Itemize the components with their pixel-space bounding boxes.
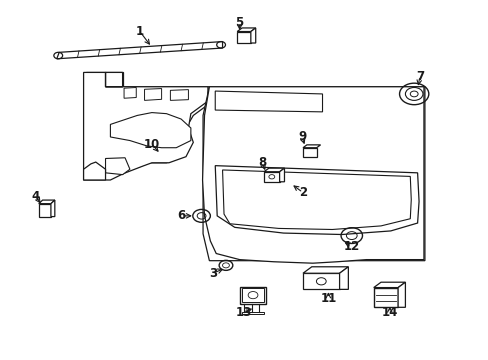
- Text: 1: 1: [135, 25, 143, 38]
- Polygon shape: [144, 89, 161, 100]
- Text: 8: 8: [257, 156, 265, 169]
- Polygon shape: [303, 273, 339, 289]
- Polygon shape: [303, 148, 316, 157]
- Text: 11: 11: [320, 292, 336, 305]
- Polygon shape: [105, 158, 130, 175]
- Polygon shape: [373, 282, 405, 288]
- Polygon shape: [373, 288, 397, 307]
- Polygon shape: [237, 28, 255, 32]
- Text: 6: 6: [177, 210, 185, 222]
- Polygon shape: [203, 87, 424, 261]
- Polygon shape: [39, 204, 51, 217]
- Polygon shape: [279, 168, 284, 182]
- Polygon shape: [237, 32, 250, 43]
- Polygon shape: [303, 267, 347, 273]
- Text: 2: 2: [298, 186, 306, 199]
- Polygon shape: [215, 91, 322, 112]
- Text: 5: 5: [235, 16, 243, 29]
- Polygon shape: [239, 287, 266, 304]
- Polygon shape: [83, 162, 105, 180]
- Text: 13: 13: [235, 306, 251, 319]
- Text: 12: 12: [343, 240, 359, 253]
- Polygon shape: [39, 200, 55, 204]
- Polygon shape: [51, 200, 55, 217]
- Polygon shape: [202, 87, 423, 263]
- Polygon shape: [339, 267, 347, 289]
- Polygon shape: [242, 312, 264, 315]
- Polygon shape: [105, 72, 122, 90]
- Polygon shape: [264, 172, 279, 182]
- Polygon shape: [105, 87, 212, 178]
- Polygon shape: [222, 170, 410, 229]
- Polygon shape: [215, 166, 418, 234]
- Text: 9: 9: [297, 130, 305, 144]
- Polygon shape: [86, 72, 105, 148]
- Polygon shape: [83, 72, 207, 180]
- Polygon shape: [124, 87, 136, 98]
- Polygon shape: [264, 168, 284, 172]
- Text: 3: 3: [208, 267, 216, 280]
- Polygon shape: [57, 41, 222, 59]
- Text: 4: 4: [32, 190, 40, 203]
- Text: 7: 7: [415, 69, 423, 82]
- Text: 14: 14: [381, 306, 397, 319]
- Polygon shape: [303, 145, 320, 148]
- Polygon shape: [170, 90, 188, 100]
- Polygon shape: [110, 113, 190, 148]
- Text: 10: 10: [143, 138, 160, 150]
- Polygon shape: [250, 28, 255, 43]
- Polygon shape: [242, 288, 264, 302]
- Polygon shape: [397, 282, 405, 307]
